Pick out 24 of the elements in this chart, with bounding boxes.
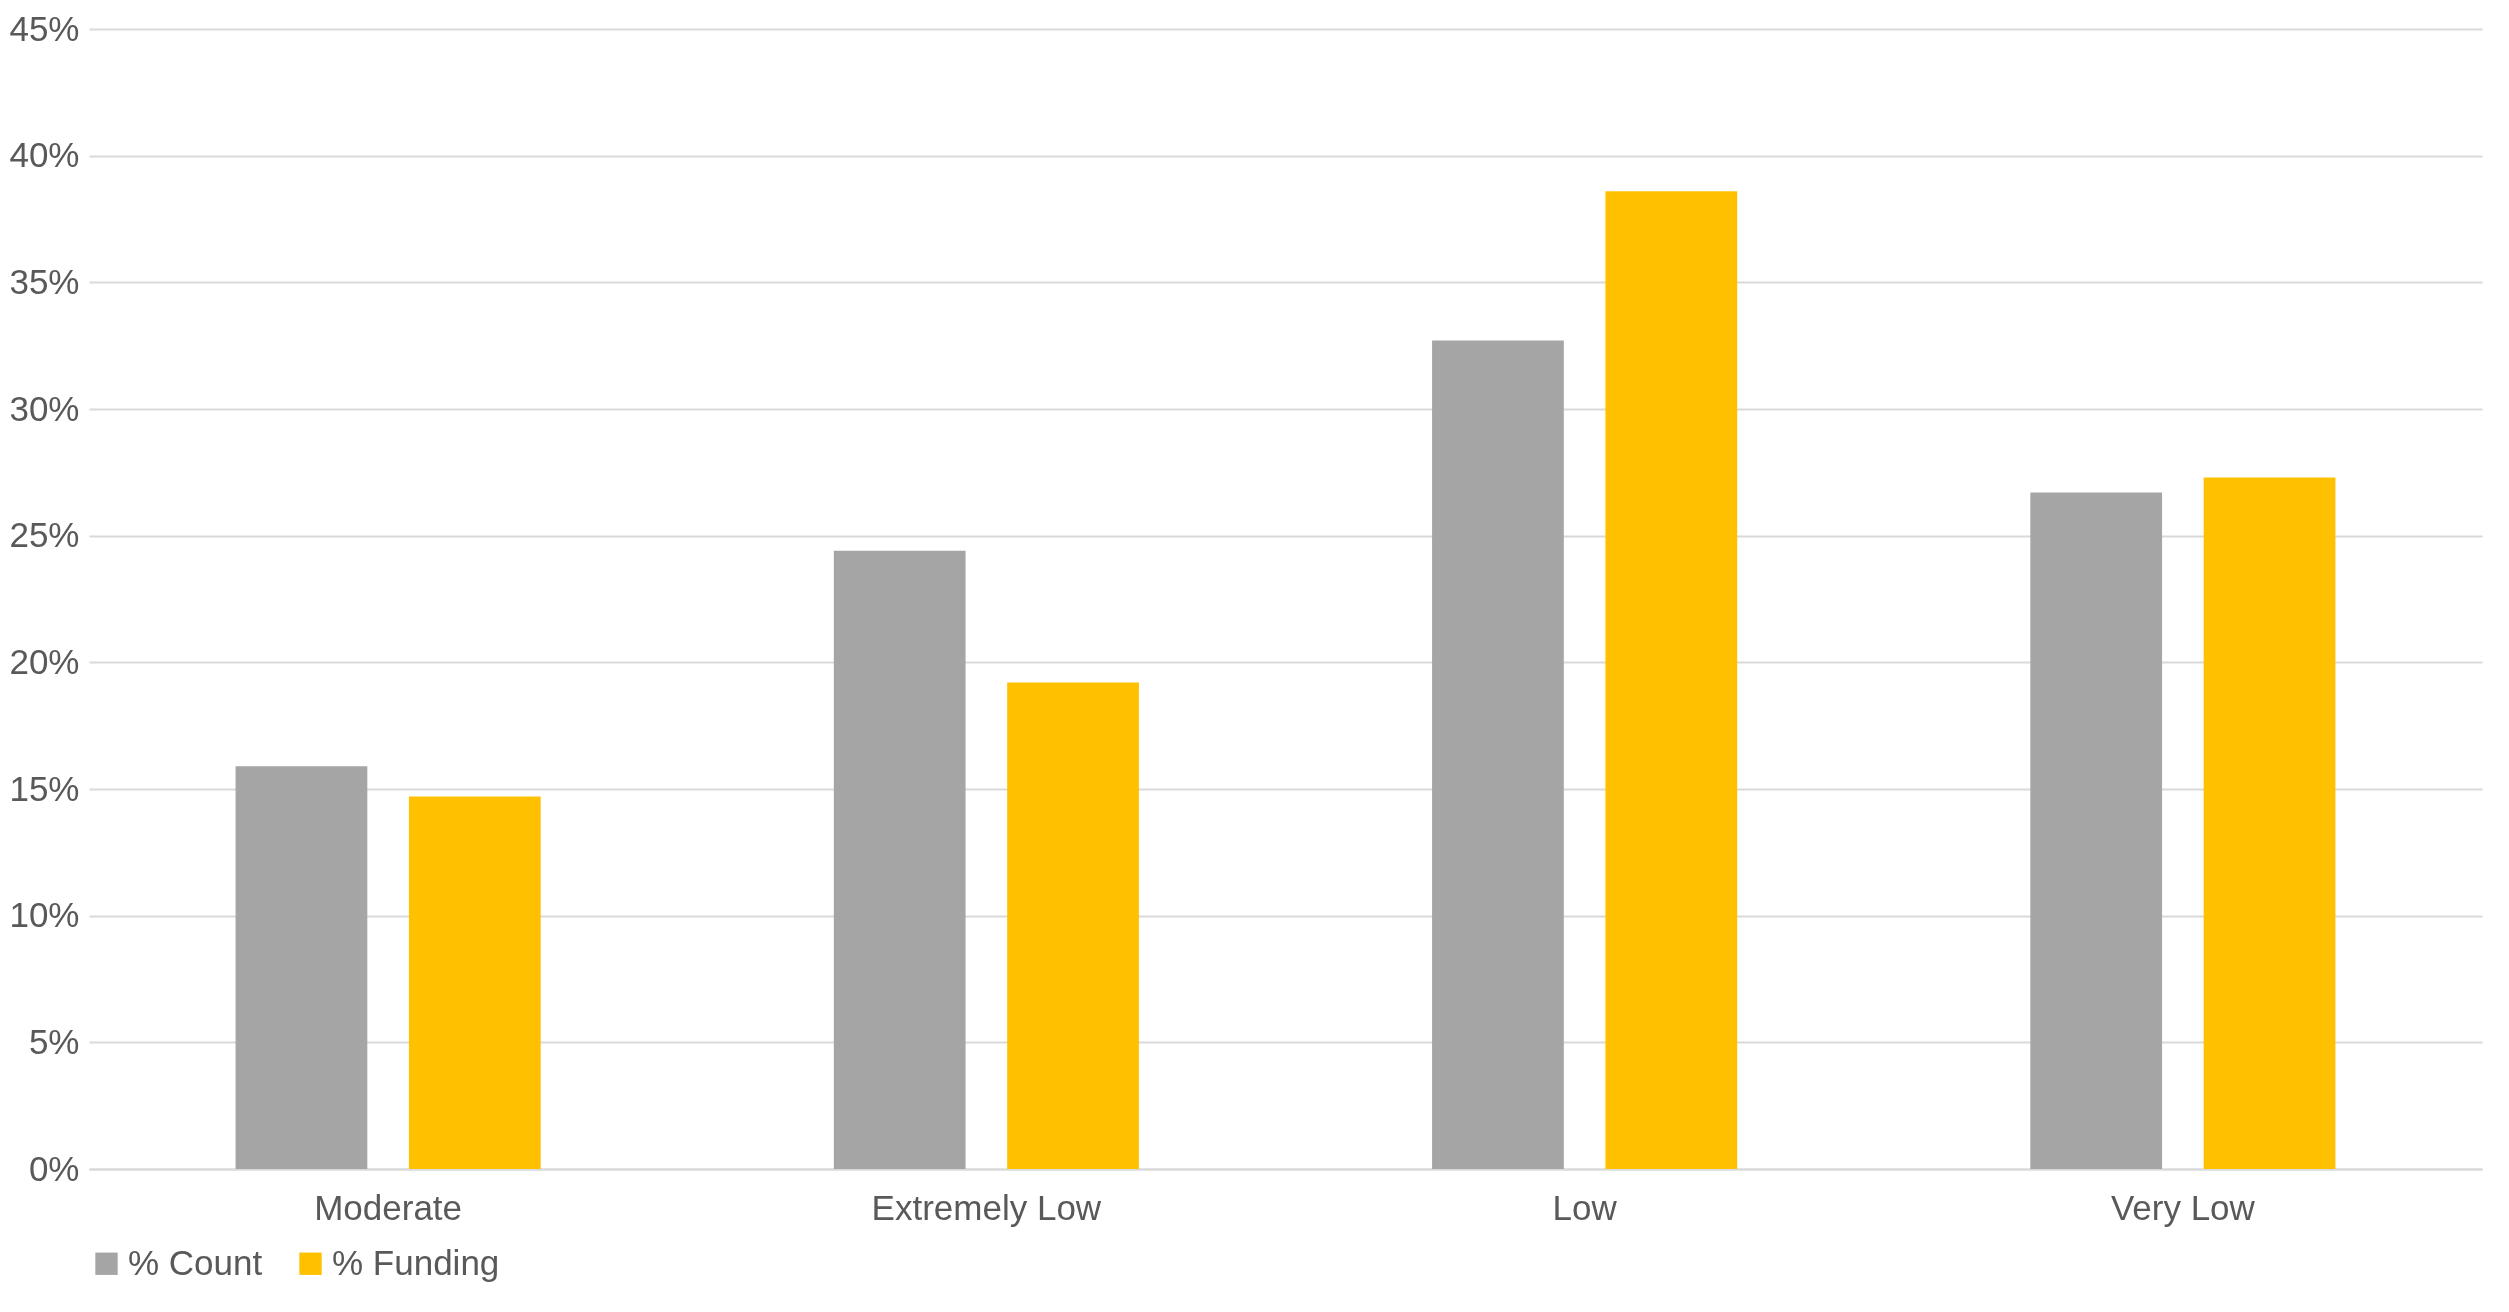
y-tick-label: 25% — [9, 515, 80, 555]
bar — [833, 550, 966, 1169]
bar — [2030, 492, 2163, 1169]
y-tick-label: 30% — [9, 388, 80, 428]
bar — [1605, 191, 1738, 1169]
legend-label: % Funding — [332, 1242, 500, 1282]
y-tick-label: 5% — [28, 1021, 80, 1061]
y-tick-label: 0% — [28, 1148, 80, 1188]
x-tick-label: Very Low — [2110, 1187, 2256, 1227]
y-tick-label: 10% — [9, 895, 80, 935]
y-tick-label: 15% — [9, 768, 80, 808]
bar — [1007, 682, 1139, 1169]
y-tick-label: 35% — [9, 261, 80, 301]
y-tick-label: 40% — [9, 135, 80, 175]
x-tick-label: Moderate — [314, 1187, 463, 1227]
y-tick-label: 20% — [9, 641, 80, 681]
bar — [1432, 340, 1564, 1169]
y-tick-label: 45% — [9, 8, 80, 48]
bar — [408, 796, 541, 1169]
bar — [2203, 477, 2336, 1169]
x-tick-label: Extremely Low — [871, 1187, 1102, 1227]
bar — [235, 766, 368, 1169]
x-tick-label: Low — [1552, 1187, 1618, 1227]
legend-label: % Count — [128, 1242, 263, 1282]
